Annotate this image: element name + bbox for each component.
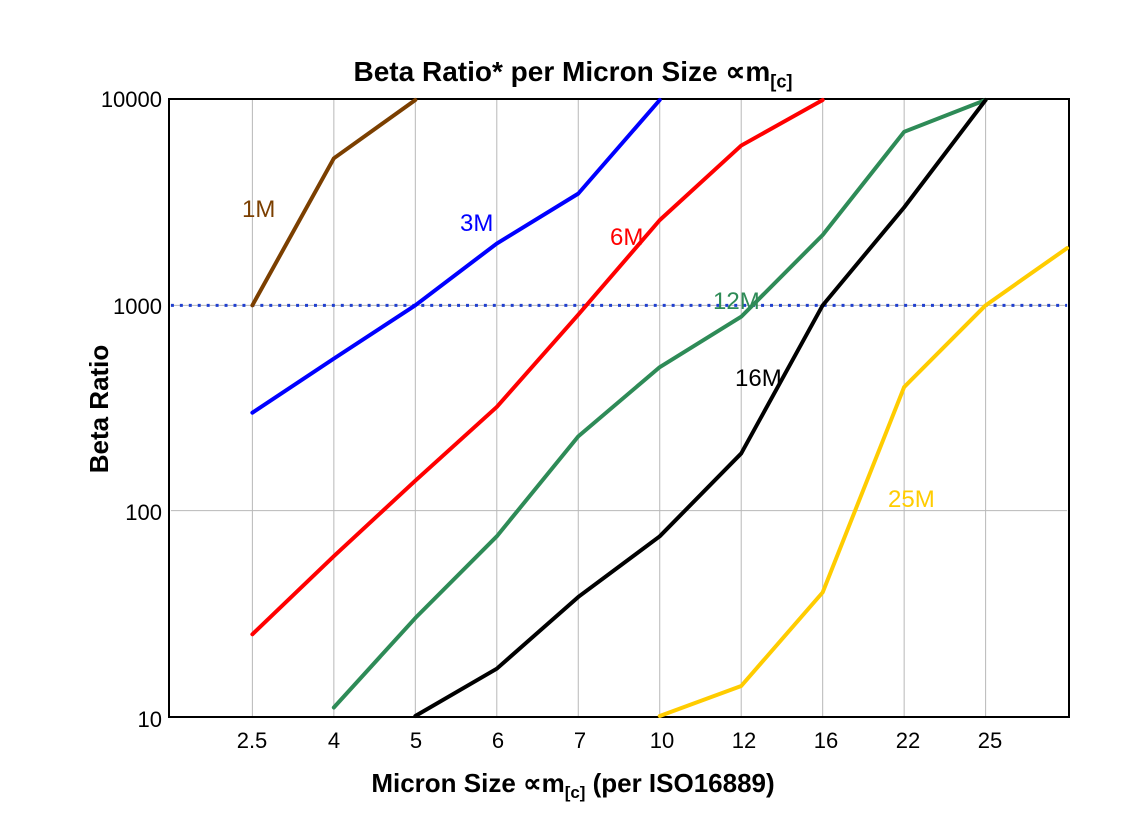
series-label-16M: 16M [735,365,782,393]
x-tick-label: 16 [814,728,838,754]
x-tick-label: 12 [732,728,756,754]
x-tick-label: 6 [492,728,504,754]
x-tick-label: 4 [328,728,340,754]
series-line-16M [415,100,985,716]
series-label-1M: 1M [242,196,275,224]
series-line-1M [252,100,415,305]
x-axis-title: Micron Size ∝m[c] (per ISO16889) [0,768,1146,803]
y-axis-title: Beta Ratio [84,345,115,474]
series-line-25M [660,248,1067,716]
series-label-25M: 25M [888,486,935,514]
series-label-3M: 3M [460,210,493,238]
series-line-12M [334,100,986,708]
plot-area: 101001000100002.5456710121622251M3M6M12M… [168,98,1070,718]
chart-title: Beta Ratio* per Micron Size ∝m[c] [0,55,1146,93]
x-tick-label: 10 [650,728,674,754]
series-label-6M: 6M [610,224,643,252]
x-tick-label: 22 [896,728,920,754]
lines-layer [170,100,1068,716]
y-tick-label: 1000 [113,294,162,320]
x-tick-label: 5 [410,728,422,754]
x-tick-label: 7 [574,728,586,754]
x-tick-label: 25 [978,728,1002,754]
y-tick-label: 100 [125,500,162,526]
y-tick-label: 10000 [101,87,162,113]
series-label-12M: 12M [713,288,760,316]
chart-container: Beta Ratio* per Micron Size ∝m[c] Beta R… [0,0,1146,818]
x-tick-label: 2.5 [237,728,268,754]
y-tick-label: 10 [138,707,162,733]
series-line-3M [252,100,659,413]
